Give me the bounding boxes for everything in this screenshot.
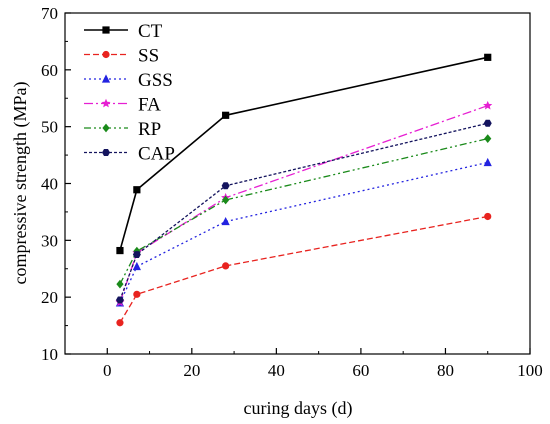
series-line-ct bbox=[119, 56, 488, 251]
data-point-ss bbox=[116, 319, 124, 327]
data-point-ct bbox=[484, 53, 492, 61]
series-line-cap bbox=[119, 122, 488, 301]
legend-label-rp: RP bbox=[138, 119, 161, 140]
series-line-fa bbox=[119, 105, 488, 303]
data-point-rp bbox=[222, 195, 230, 205]
data-point-gss bbox=[221, 216, 230, 226]
data-point-ss bbox=[484, 212, 492, 221]
data-point-gss bbox=[132, 261, 141, 271]
data-point-ct bbox=[222, 111, 230, 119]
y-tick-label: 40 bbox=[41, 175, 58, 194]
y-tick-label: 30 bbox=[41, 231, 58, 250]
y-axis-title: compressive strength (MPa) bbox=[10, 82, 31, 285]
y-tick-label: 60 bbox=[41, 61, 58, 80]
data-point-ss bbox=[222, 262, 230, 270]
x-tick-label: 20 bbox=[183, 361, 200, 380]
legend-marker-ct bbox=[102, 26, 110, 34]
data-point-rp bbox=[116, 279, 124, 289]
legend-marker-fa bbox=[101, 98, 111, 108]
legend-marker-ss bbox=[102, 50, 110, 59]
data-point-cap bbox=[483, 119, 492, 127]
series-line-ss bbox=[119, 215, 488, 324]
legend-label-fa: FA bbox=[138, 95, 161, 116]
data-point-cap bbox=[115, 296, 124, 304]
x-tick-label: 60 bbox=[352, 361, 369, 380]
legend-marker-cap bbox=[102, 149, 110, 156]
data-point-cap bbox=[221, 182, 230, 190]
y-tick-label: 10 bbox=[41, 345, 58, 364]
legend-marker-rp bbox=[102, 123, 110, 133]
x-tick-label: 100 bbox=[517, 361, 543, 380]
data-point-rp bbox=[484, 134, 492, 144]
data-point-ss bbox=[133, 290, 141, 298]
legend-label-gss: GSS bbox=[138, 70, 173, 91]
y-tick-label: 50 bbox=[41, 118, 58, 137]
x-axis-title: curing days (d) bbox=[244, 398, 353, 419]
legend-label-cap: CAP bbox=[138, 144, 175, 165]
y-tick-label: 20 bbox=[41, 288, 58, 307]
x-tick-label: 40 bbox=[268, 361, 285, 380]
plot-layer: 0 20 40 60 80 100 10 20 30 40 50 60 70 CT SS GSS FA RP CAP bbox=[41, 4, 543, 380]
data-point-fa bbox=[483, 100, 493, 110]
y-tick-label: 70 bbox=[41, 4, 58, 23]
series-line-rp bbox=[119, 137, 488, 285]
x-tick-label: 80 bbox=[437, 361, 454, 380]
legend-label-ct: CT bbox=[138, 21, 163, 42]
data-point-gss bbox=[483, 157, 492, 167]
legend-label-ss: SS bbox=[138, 46, 159, 67]
data-point-cap bbox=[132, 251, 141, 259]
x-tick-label: 0 bbox=[103, 361, 112, 380]
series-line-gss bbox=[119, 161, 488, 304]
legend-marker-gss bbox=[101, 74, 111, 83]
data-point-ct bbox=[133, 186, 141, 194]
data-point-ct bbox=[116, 246, 124, 255]
